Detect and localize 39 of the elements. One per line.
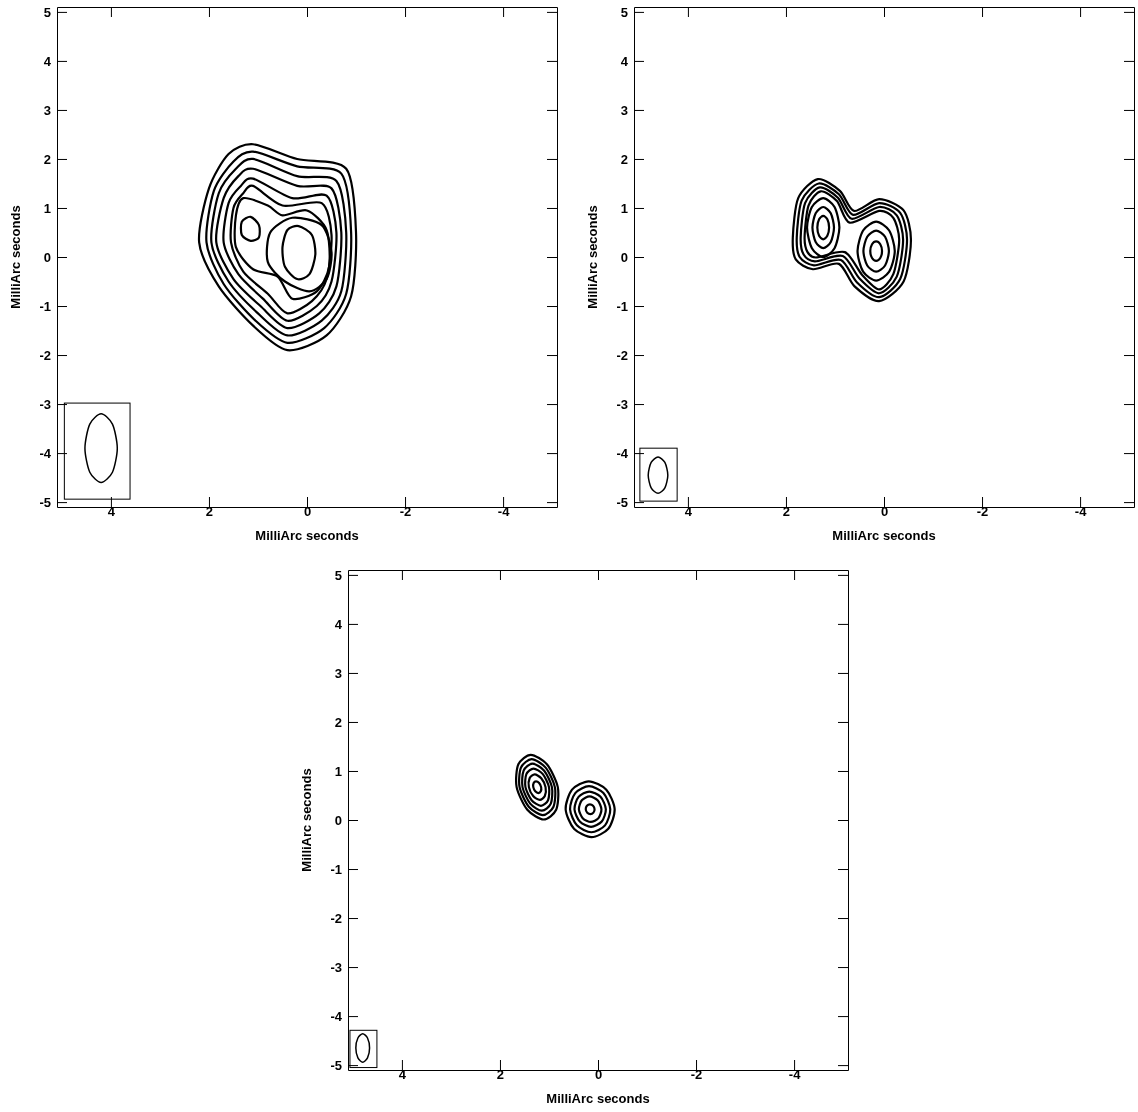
y-tick-label: -4 bbox=[330, 1008, 343, 1024]
y-tick-label: 0 bbox=[43, 249, 51, 265]
y-tick-label: 3 bbox=[620, 102, 628, 118]
y-tick-label: 5 bbox=[334, 567, 342, 583]
y-tick-label: -1 bbox=[330, 861, 342, 877]
y-tick-label: 0 bbox=[334, 812, 342, 828]
y-axis-title: MilliArc seconds bbox=[585, 205, 600, 309]
y-tick-label: -2 bbox=[616, 347, 628, 363]
y-tick-label: 4 bbox=[620, 53, 629, 69]
y-tick-label: -2 bbox=[330, 910, 342, 926]
y-tick-label: -1 bbox=[616, 298, 628, 314]
y-tick-label: 1 bbox=[620, 200, 628, 216]
y-axis-title: MilliArc seconds bbox=[8, 205, 23, 309]
y-tick-label: -1 bbox=[39, 298, 51, 314]
y-tick-label: -3 bbox=[39, 396, 51, 412]
y-tick-label: 1 bbox=[43, 200, 51, 216]
y-tick-label: -2 bbox=[39, 347, 51, 363]
y-tick-label: 4 bbox=[43, 53, 52, 69]
y-tick-label: 2 bbox=[43, 151, 51, 167]
y-tick-label: 2 bbox=[620, 151, 628, 167]
y-axis-title: MilliArc seconds bbox=[299, 768, 314, 872]
x-axis-title: MilliArc seconds bbox=[546, 1091, 650, 1106]
y-tick-label: 1 bbox=[334, 763, 342, 779]
y-tick-label: 5 bbox=[620, 4, 628, 20]
y-tick-label: 2 bbox=[334, 714, 342, 730]
y-tick-label: 3 bbox=[334, 665, 342, 681]
y-tick-label: 4 bbox=[334, 616, 343, 632]
y-tick-label: -4 bbox=[616, 445, 629, 461]
x-axis-title: MilliArc seconds bbox=[255, 528, 359, 543]
y-tick-label: -5 bbox=[616, 494, 628, 510]
x-axis-title: MilliArc seconds bbox=[832, 528, 936, 543]
y-tick-label: -5 bbox=[330, 1057, 342, 1073]
y-tick-label: -5 bbox=[39, 494, 51, 510]
y-tick-label: -3 bbox=[616, 396, 628, 412]
y-tick-label: 3 bbox=[43, 102, 51, 118]
y-tick-label: -3 bbox=[330, 959, 342, 975]
y-tick-label: -4 bbox=[39, 445, 52, 461]
y-tick-label: 5 bbox=[43, 4, 51, 20]
y-tick-label: 0 bbox=[620, 249, 628, 265]
